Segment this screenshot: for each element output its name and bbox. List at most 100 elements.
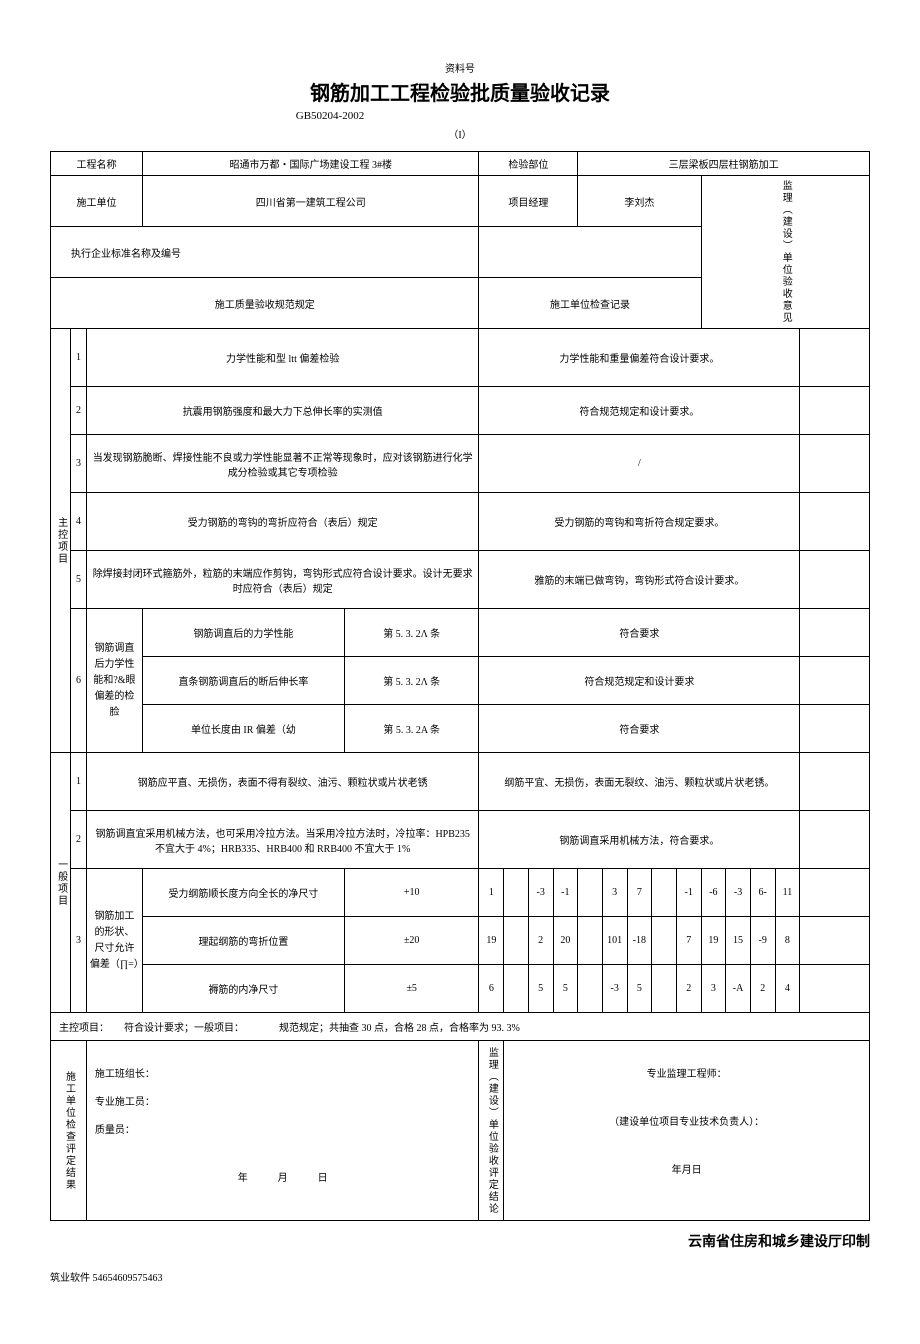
label-constr-unit: 施工单位 — [51, 176, 143, 227]
data-cell: -1 — [553, 869, 578, 917]
main-result: 受力钢筋的弯钩和弯折符合规定要求。 — [479, 493, 800, 551]
constr-unit: 四川省第一建筑工程公司 — [143, 176, 479, 227]
data-cell: 6- — [750, 869, 775, 917]
supervise-cell — [800, 329, 870, 387]
data-cell: -3 — [602, 965, 627, 1013]
main6-ref: 第 5. 3. 2A 条 — [344, 705, 479, 753]
standard-code: GB50204-2002 — [0, 110, 870, 122]
sig-line: 施工班组长： — [95, 1061, 471, 1089]
main6-desc: 直条钢筋调直后的断后伸长率 — [143, 657, 345, 705]
sig-right-block: 专业监理工程师： （建设单位项目专业技术负责人）： 年月日 — [504, 1041, 870, 1221]
main6-side: 钢筋调直后力学性能和?&眼偏差的检脸 — [86, 609, 142, 753]
main-label: 主控项目 — [51, 329, 71, 753]
data-cell: 19 — [479, 917, 504, 965]
label-proj-name: 工程名称 — [51, 152, 143, 176]
data-cell: 7 — [676, 917, 701, 965]
gen3-tol: +10 — [344, 869, 479, 917]
main-table: 工程名称 昭通市万都・国际广场建设工程 3#楼 检验部位 三层梁板四层柱钢筋加工… — [50, 151, 870, 1221]
data-cell: -6 — [701, 869, 726, 917]
data-cell: 20 — [553, 917, 578, 965]
sig-line: 专业监理工程师： — [512, 1061, 861, 1089]
sig-mid-label: 监理（建设）单位验收评定结论 — [479, 1041, 504, 1221]
label-pm: 项目经理 — [479, 176, 578, 227]
data-cell — [578, 869, 603, 917]
label-insp-part: 检验部位 — [479, 152, 578, 176]
data-cell — [652, 965, 677, 1013]
data-cell: 1 — [479, 869, 504, 917]
main-no: 2 — [71, 387, 87, 435]
gen-no: 1 — [71, 753, 87, 811]
main-no: 4 — [71, 493, 87, 551]
gen-result: 钢筋调直采用机械方法，符合要求。 — [479, 811, 800, 869]
gen3-tol: ±5 — [344, 965, 479, 1013]
gen3-desc: 褥筋的内净尺寸 — [143, 965, 345, 1013]
data-cell: -18 — [627, 917, 652, 965]
main6-desc: 单位长度由 IR 偏差（幼 — [143, 705, 345, 753]
data-cell — [652, 917, 677, 965]
data-cell — [578, 917, 603, 965]
data-cell: 3 — [602, 869, 627, 917]
main6-result: 符合要求 — [479, 609, 800, 657]
data-cell: 4 — [775, 965, 800, 1013]
data-cell — [652, 869, 677, 917]
gen-desc: 钢筋应平直、无损伤，表面不得有裂纹、油污、颗粒状或片状老锈 — [86, 753, 479, 811]
sig-date: 年 月 日 — [95, 1165, 471, 1193]
sig-line: 质量员： — [95, 1117, 471, 1145]
data-cell: 2 — [676, 965, 701, 1013]
data-cell: 2 — [528, 917, 553, 965]
footer-publisher: 云南省住房和城乡建设厅印制 — [50, 1231, 870, 1251]
data-cell: -A — [726, 965, 751, 1013]
data-cell: 5 — [553, 965, 578, 1013]
main-result: / — [479, 435, 800, 493]
main-result: 符合规范规定和设计要求。 — [479, 387, 800, 435]
main6-desc: 钢筋调直后的力学性能 — [143, 609, 345, 657]
data-cell: 101 — [602, 917, 627, 965]
main-desc: 受力钢筋的弯钩的弯折应符合（表后）规定 — [86, 493, 479, 551]
insp-part: 三层梁板四层柱钢筋加工 — [578, 152, 870, 176]
summary-row: 主控项目： 符合设计要求；一般项目： 规范规定；共抽查 30 点，合格 28 点… — [51, 1013, 870, 1041]
data-cell: -1 — [676, 869, 701, 917]
data-cell — [504, 869, 529, 917]
data-cell: 5 — [528, 965, 553, 1013]
col-spec: 施工质量验收规范规定 — [51, 278, 479, 329]
gen-result: 纲筋平宜、无损伤，表面无裂纹、油污、颗粒状或片状老锈。 — [479, 753, 800, 811]
main6-result: 符合要求 — [479, 705, 800, 753]
sig-date: 年月日 — [512, 1157, 861, 1185]
header-label: 资料号 — [50, 60, 870, 75]
gen-no: 2 — [71, 811, 87, 869]
data-cell: -9 — [750, 917, 775, 965]
data-cell: 6 — [479, 965, 504, 1013]
sig-left-block: 施工班组长： 专业施工员： 质量员： 年 月 日 — [86, 1041, 479, 1221]
data-cell: 2 — [750, 965, 775, 1013]
sub-number: （I） — [50, 126, 870, 141]
main-result: 雅筋的末端已做弯钩，弯钩形式符合设计要求。 — [479, 551, 800, 609]
data-cell — [504, 917, 529, 965]
main6-no: 6 — [71, 609, 87, 753]
gen-desc: 钢筋调直宜采用机械方法，也可采用冷拉方法。当采用冷拉方法时，冷拉率：HPB235… — [86, 811, 479, 869]
sig-line: （建设单位项目专业技术负责人）： — [512, 1109, 861, 1137]
main-desc: 力学性能和型 ltt 偏差检验 — [86, 329, 479, 387]
data-cell — [578, 965, 603, 1013]
main-result: 力学性能和重量偏差符合设计要求。 — [479, 329, 800, 387]
data-cell: 15 — [726, 917, 751, 965]
gen3-tol: ±20 — [344, 917, 479, 965]
data-cell: 3 — [701, 965, 726, 1013]
proj-name: 昭通市万都・国际广场建设工程 3#楼 — [143, 152, 479, 176]
main-no: 5 — [71, 551, 87, 609]
main-desc: 除焊接封闭环式箍筋外，粒筋的末端应作剪钩，弯钩形式应符合设计要求。设计无要求时应… — [86, 551, 479, 609]
gen3-no: 3 — [71, 869, 87, 1013]
col-supervise: 监理（建设）单位验收意见 — [701, 176, 869, 329]
main6-ref: 第 5. 3. 2Λ 条 — [344, 657, 479, 705]
data-cell: 19 — [701, 917, 726, 965]
main6-ref: 第 5. 3. 2Λ 条 — [344, 609, 479, 657]
gen-label: 一般项目 — [51, 753, 71, 1013]
main-desc: 当发现钢筋脆断、焊接性能不良或力学性能显著不正常等现象时，应对该钢筋进行化学成分… — [86, 435, 479, 493]
gen3-side: 钢筋加工的形状、尺寸允许偏差（∏=） — [86, 869, 142, 1013]
data-cell: -3 — [528, 869, 553, 917]
gen3-desc: 受力纲筋顺长度方向全长的净尺寸 — [143, 869, 345, 917]
gen3-desc: 理起纲筋的弯折位置 — [143, 917, 345, 965]
sig-line: 专业施工员： — [95, 1089, 471, 1117]
data-cell: -3 — [726, 869, 751, 917]
page-title: 钢筋加工工程检验批质量验收记录 — [50, 77, 870, 106]
main-desc: 抗震用钢筋强度和最大力下总伸长率的实测值 — [86, 387, 479, 435]
